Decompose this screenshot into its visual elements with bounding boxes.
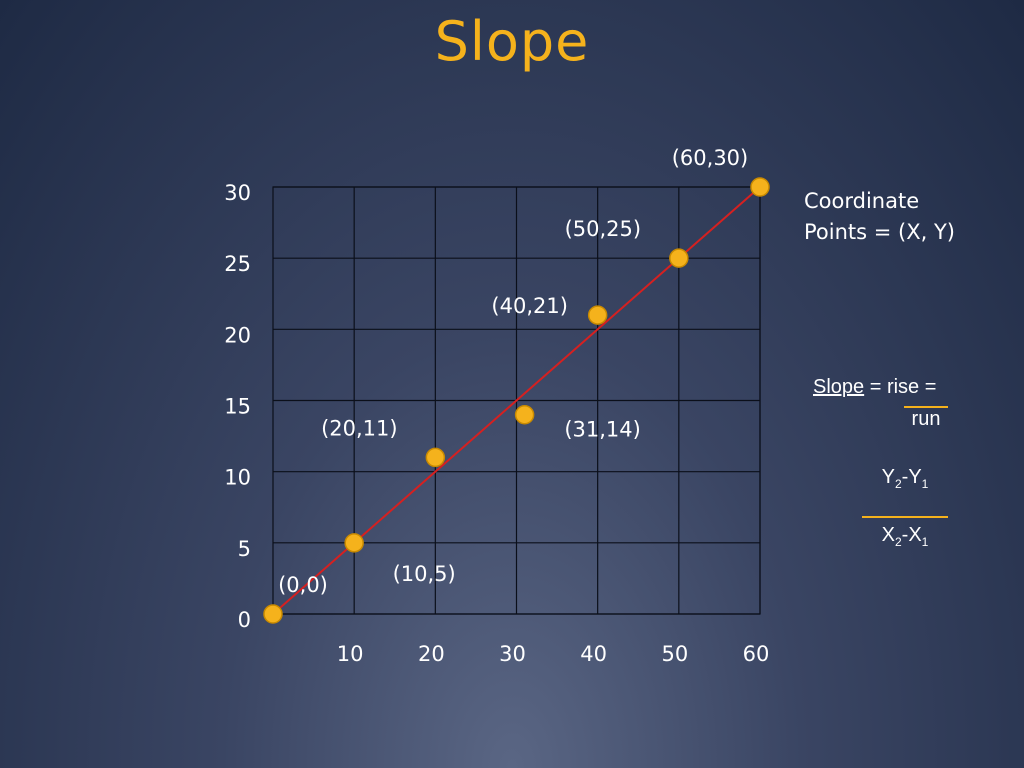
num-minus: - [901,466,909,488]
y-tick-label: 25 [224,252,251,276]
data-point [750,177,770,197]
y-tick-label: 0 [238,608,251,632]
y-tick-label: 10 [224,466,251,490]
x-tick-label: 30 [499,642,526,666]
data-point [263,604,283,624]
y-tick-label: 15 [224,395,251,419]
den-x2-sub: 2 [894,535,902,549]
den-x1: X [908,524,922,546]
run-word: run [904,406,948,430]
num-y1-sub: 1 [921,477,929,491]
fraction-numerator: Y2-Y1 [862,466,948,500]
den-x1-sub: 1 [921,535,929,549]
data-point [425,447,446,468]
point-label: (31,14) [564,418,641,442]
num-y1: Y [908,466,922,488]
slope-definition: Slope = rise = [813,376,936,399]
data-points [263,177,770,624]
y-tick-label: 30 [224,181,251,205]
x-tick-label: 20 [418,642,445,666]
data-point [514,404,535,425]
y-tick-label: 5 [238,537,251,561]
x-tick-label: 10 [337,642,364,666]
x-tick-label: 40 [580,642,607,666]
data-point [344,533,364,553]
coordinate-note-line-1: Coordinate [804,189,920,213]
den-minus: - [901,524,909,546]
slope-word: Slope [813,376,865,398]
point-labels: (0,0) (10,5) (20,11) (31,14) (40,21) (50,25) (… [278,146,748,597]
fraction-denominator: X2-X1 [862,524,948,549]
den-x2: X [881,524,895,546]
num-y2-sub: 2 [894,477,902,491]
fraction-bar [862,516,948,518]
y-tick-label: 20 [224,323,251,347]
slope-equals-rise: = rise = [864,376,937,398]
coordinate-note-line-2: Points = (X, Y) [804,220,955,244]
point-label: (50,25) [565,217,642,241]
point-label: (0,0) [278,573,328,597]
point-label: (40,21) [491,294,568,318]
slope-fraction: Y2-Y1 X2-X1 [862,466,948,549]
point-label: (10,5) [393,562,456,586]
num-y2: Y [881,466,895,488]
slide-title: Slope [434,10,590,73]
x-tick-label: 50 [661,642,688,666]
data-point [587,305,608,325]
x-tick-label: 60 [743,642,770,666]
coordinate-note: Coordinate Points = (X, Y) [804,186,955,248]
axis-ticks: 10 20 30 40 50 60 0 5 10 15 20 25 30 [224,181,769,666]
point-label: (60,30) [672,146,749,170]
point-label: (20,11) [321,416,398,440]
data-point [669,248,689,268]
